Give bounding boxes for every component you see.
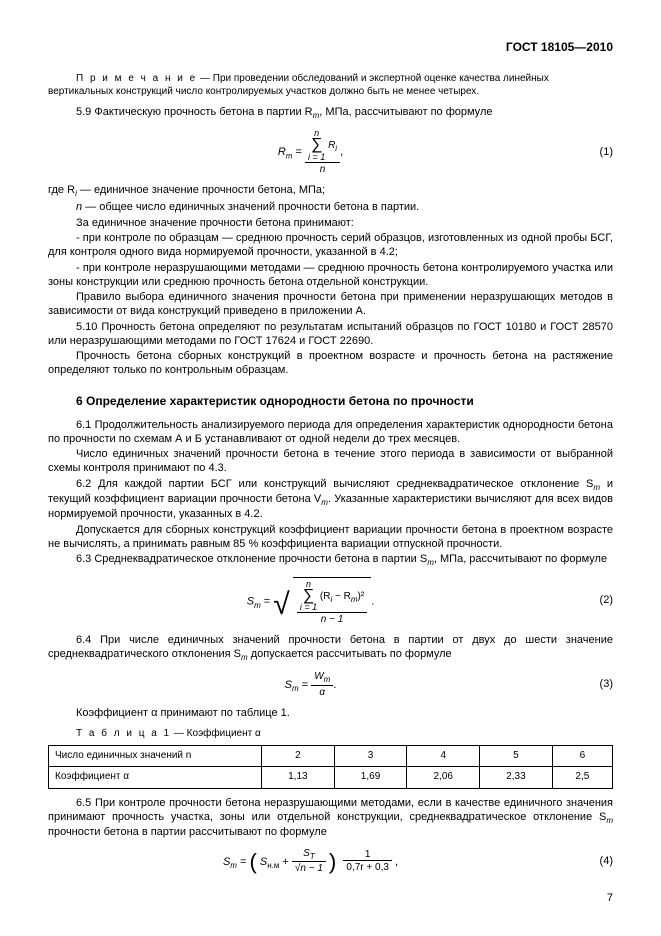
eq3-number: (3)	[573, 678, 613, 692]
equation-3: Sm = Wm α . (3)	[48, 671, 613, 699]
p-64: 6.4 При числе единичных значений прочнос…	[48, 634, 613, 663]
where-n: n — общее число единичных значений прочн…	[48, 201, 613, 215]
eq1-number: (1)	[573, 146, 613, 160]
equation-1: Rm = n ∑ i = 1 Ri n , (1)	[48, 129, 613, 175]
table-row: Число единичных значений n 2 3 4 5 6	[49, 745, 613, 767]
p-b: - при контроле по образцам — среднюю про…	[48, 232, 613, 260]
p-alpha: Коэффициент α принимают по таблице 1.	[48, 707, 613, 721]
eq4-number: (4)	[573, 855, 613, 869]
row1-label: Число единичных значений n	[49, 745, 262, 767]
row2-label: Коэффициент α	[49, 767, 262, 789]
note-prefix: П р и м е ч а н и е	[76, 73, 197, 84]
table-1-caption: Т а б л и ц а 1 — Коэффициент α	[48, 728, 613, 741]
p-61b: Число единичных значений прочности бетон…	[48, 448, 613, 476]
p-e: Прочность бетона сборных конструкций в п…	[48, 350, 613, 378]
p-63: 6.3 Среднеквадратическое отклонение проч…	[48, 553, 613, 568]
para-5-9: 5.9 Фактическую прочность бетона в парти…	[48, 106, 613, 121]
p-d: Правило выбора единичного значения прочн…	[48, 291, 613, 319]
table-row: Коэффициент α 1,13 1,69 2,06 2,33 2,5	[49, 767, 613, 789]
p-62a: 6.2 Для каждой партии БСГ или конструкци…	[48, 478, 613, 522]
p-61: 6.1 Продолжительность анализируемого пер…	[48, 419, 613, 447]
doc-header: ГОСТ 18105—2010	[48, 40, 613, 55]
where-Ri: где Ri — единичное значение прочности бе…	[48, 184, 613, 199]
page-number: 7	[607, 892, 613, 906]
table-1: Число единичных значений n 2 3 4 5 6 Коэ…	[48, 745, 613, 789]
p-65: 6.5 При контроле прочности бетона неразр…	[48, 797, 613, 840]
p-510: 5.10 Прочность бетона определяют по резу…	[48, 321, 613, 349]
equation-2: Sm = √ n ∑ i = 1 (Ri − Rm)² n − 1	[48, 577, 613, 626]
p-a: За единичное значение прочности бетона п…	[48, 217, 613, 231]
section-6-title: 6 Определение характеристик однородности…	[48, 394, 613, 409]
eq2-number: (2)	[573, 594, 613, 608]
equation-4: Sm = ( Sн.м + ST √n − 1 ) 1 0,7r + 0,3 ,…	[48, 848, 613, 876]
p-62b: Допускается для сборных конструкций коэф…	[48, 524, 613, 552]
p-c: - при контроле неразрушающими методами —…	[48, 262, 613, 290]
note-59: П р и м е ч а н и е — При проведении обс…	[48, 73, 613, 98]
